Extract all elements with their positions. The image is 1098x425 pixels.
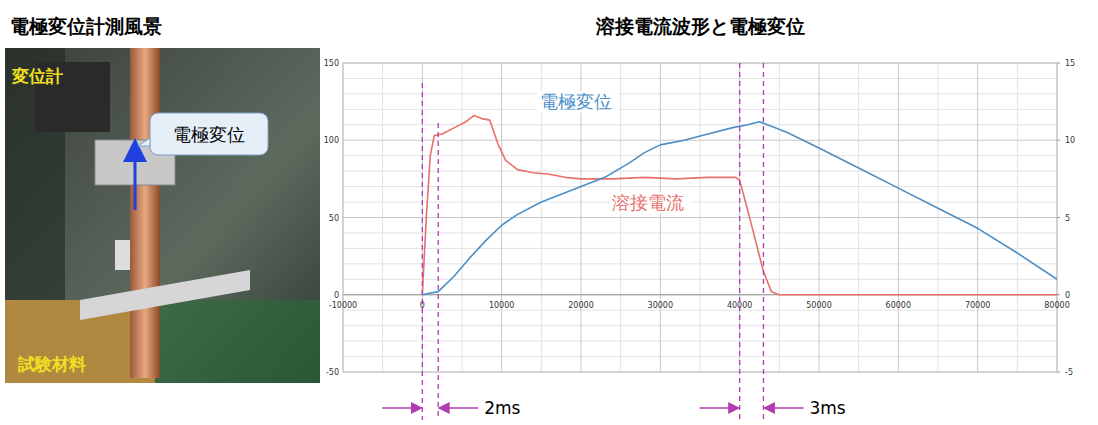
minor-grid: [343, 202, 1057, 203]
y-grid: [343, 217, 1057, 218]
minor-grid: [343, 248, 1057, 249]
y-grid: [343, 140, 1057, 141]
minor-grid: [343, 310, 1057, 311]
y2-tick: [1057, 63, 1060, 64]
y-tick-label: -50: [326, 368, 339, 377]
y2-tick: [1057, 294, 1060, 295]
minor-grid: [343, 325, 1057, 326]
annotation-arrow: [764, 407, 803, 409]
y2-tick: [1057, 140, 1060, 141]
y2-tick-label: 5: [1065, 214, 1070, 223]
y-grid: [343, 372, 1057, 373]
photo-floor: [5, 300, 320, 383]
x-tick-label: -10000: [329, 301, 357, 310]
x-tick-label: 30000: [648, 301, 673, 310]
callout-box: [150, 113, 268, 155]
label-patch: [609, 192, 691, 214]
minor-grid: [343, 124, 1057, 125]
callout-tail: [138, 138, 150, 146]
photo-label: 試験材料: [17, 354, 86, 374]
electrode: [130, 48, 160, 378]
y2-tick-label: 15: [1065, 59, 1075, 68]
x-tick-label: 20000: [568, 301, 593, 310]
annotation-line: [422, 83, 423, 420]
y2-tick: [1057, 372, 1060, 373]
minor-grid: [343, 78, 1057, 79]
test-sheet: [80, 270, 250, 320]
annotation-text: 3ms: [809, 398, 845, 418]
photo-background: [5, 48, 320, 383]
photo: 電極変位 変位計試験材料: [5, 48, 320, 383]
x-tick-label: 60000: [886, 301, 911, 310]
y-tick-label: 50: [329, 214, 339, 223]
grid: [343, 63, 1057, 372]
x-tick-label: 10000: [489, 301, 514, 310]
annotation-line: [739, 63, 740, 420]
photo-label: 変位計: [11, 66, 63, 86]
y2-tick-label: 10: [1065, 136, 1075, 145]
minor-grid: [343, 171, 1057, 172]
minor-grid: [343, 109, 1057, 110]
page: 電極変位計測風景電極変位変位計試験材料溶接電流波形と電極変位-100000100…: [0, 0, 1098, 425]
y-grid: [343, 63, 1057, 64]
minor-grid: [343, 356, 1057, 357]
series-line: [422, 116, 1057, 295]
annotation-arrow: [700, 407, 739, 409]
photo-title: 電極変位計測風景: [10, 15, 162, 37]
x-tick-label: 50000: [806, 301, 831, 310]
label-patch: [537, 91, 619, 113]
x-tick-label: 80000: [1044, 301, 1069, 310]
callout-text: 電極変位: [173, 124, 245, 145]
minor-grid: [343, 232, 1057, 233]
clamp: [115, 240, 130, 270]
series-label: 溶接電流: [612, 192, 684, 213]
annotation-arrow: [439, 407, 478, 409]
plot-frame: [343, 63, 1057, 372]
chart-title: 溶接電流波形と電極変位: [595, 15, 805, 37]
y-tick-label: 150: [324, 59, 339, 68]
y2-tick: [1057, 217, 1060, 218]
series-group: [422, 116, 1057, 295]
annotation-text: 2ms: [484, 398, 520, 418]
minor-grid: [343, 155, 1057, 156]
x-tick-label: 70000: [965, 301, 990, 310]
minor-grid: [343, 263, 1057, 264]
minor-grid: [343, 186, 1057, 187]
y2-tick-label: 0: [1065, 291, 1070, 300]
series-label: 電極変位: [540, 91, 612, 112]
y-tick-label: 0: [334, 291, 339, 300]
annotation-line: [763, 63, 764, 420]
y2-tick-label: -5: [1065, 368, 1073, 377]
displacement-arrow: [134, 150, 137, 210]
annotation-line: [438, 123, 439, 420]
minor-grid: [343, 341, 1057, 342]
y-tick-label: 100: [324, 136, 339, 145]
minor-grid: [343, 93, 1057, 94]
annotation-arrow: [382, 407, 421, 409]
